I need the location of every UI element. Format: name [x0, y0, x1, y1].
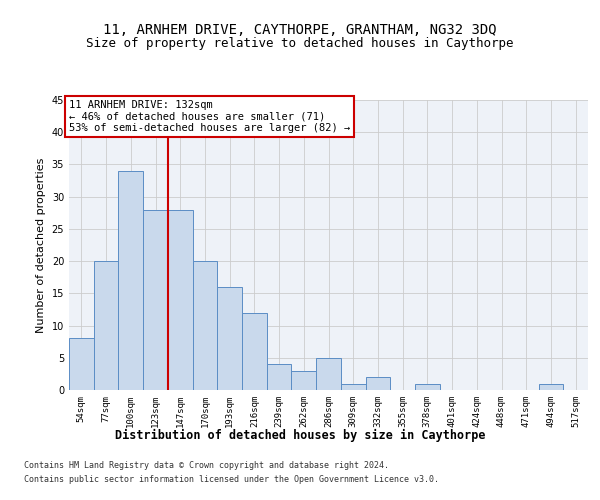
Bar: [242, 312, 267, 390]
Bar: [292, 370, 316, 390]
Text: Distribution of detached houses by size in Caythorpe: Distribution of detached houses by size …: [115, 428, 485, 442]
Bar: [341, 384, 365, 390]
Bar: [217, 287, 242, 390]
Y-axis label: Number of detached properties: Number of detached properties: [36, 158, 46, 332]
Bar: [193, 261, 217, 390]
Bar: [267, 364, 292, 390]
Text: Contains HM Land Registry data © Crown copyright and database right 2024.
Contai: Contains HM Land Registry data © Crown c…: [24, 462, 439, 483]
Bar: [365, 377, 390, 390]
Bar: [118, 171, 143, 390]
Text: 11, ARNHEM DRIVE, CAYTHORPE, GRANTHAM, NG32 3DQ: 11, ARNHEM DRIVE, CAYTHORPE, GRANTHAM, N…: [103, 22, 497, 36]
Bar: [94, 261, 118, 390]
Text: 11 ARNHEM DRIVE: 132sqm
← 46% of detached houses are smaller (71)
53% of semi-de: 11 ARNHEM DRIVE: 132sqm ← 46% of detache…: [69, 100, 350, 133]
Bar: [168, 210, 193, 390]
Bar: [69, 338, 94, 390]
Text: Size of property relative to detached houses in Caythorpe: Size of property relative to detached ho…: [86, 38, 514, 51]
Bar: [143, 210, 168, 390]
Bar: [539, 384, 563, 390]
Bar: [316, 358, 341, 390]
Bar: [415, 384, 440, 390]
